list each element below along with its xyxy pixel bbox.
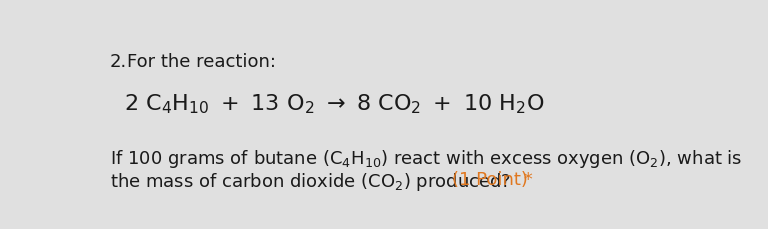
Text: 2.: 2. [110, 53, 127, 71]
Text: (1 Point): (1 Point) [452, 172, 528, 189]
Text: $\rm 2\ C_4H_{10}\ +\ 13\ O_2\ \rightarrow\ 8\ CO_2\ +\ 10\ H_2O$: $\rm 2\ C_4H_{10}\ +\ 13\ O_2\ \rightarr… [124, 92, 545, 116]
Text: *: * [518, 172, 533, 189]
Text: If 100 grams of butane ($\rm C_4H_{10}$) react with excess oxygen ($\rm O_2$), w: If 100 grams of butane ($\rm C_4H_{10}$)… [110, 148, 743, 170]
Text: the mass of carbon dioxide ($\rm CO_2$) produced?: the mass of carbon dioxide ($\rm CO_2$) … [110, 172, 512, 194]
Text: For the reaction:: For the reaction: [127, 53, 276, 71]
